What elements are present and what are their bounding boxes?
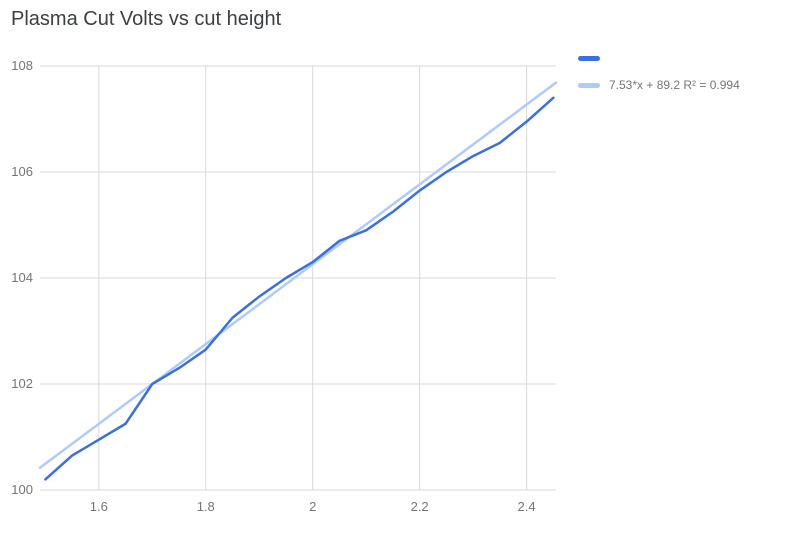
x-tick-label: 1.6 [90, 499, 108, 514]
x-tick-label: 2.2 [411, 499, 429, 514]
x-tick-label: 1.8 [197, 499, 215, 514]
trendline [38, 81, 558, 470]
y-tick-label: 106 [11, 164, 33, 179]
y-tick-label: 100 [11, 482, 33, 497]
legend-item-trendline: 7.53*x + 89.2 R² = 0.994 [578, 78, 740, 92]
y-tick-label: 108 [11, 58, 33, 73]
trendline-swatch [578, 82, 600, 88]
y-tick-label: 102 [11, 376, 33, 391]
x-tick-label: 2.4 [518, 499, 536, 514]
series-swatch [578, 56, 600, 61]
chart-title: Plasma Cut Volts vs cut height [11, 8, 282, 30]
legend: 7.53*x + 89.2 R² = 0.994 [578, 56, 740, 92]
legend-item-series [578, 56, 740, 61]
series-line [44, 96, 555, 481]
x-tick-label: 2 [309, 499, 316, 514]
y-tick-label: 104 [11, 270, 33, 285]
trendline-legend-label: 7.53*x + 89.2 R² = 0.994 [609, 78, 740, 92]
